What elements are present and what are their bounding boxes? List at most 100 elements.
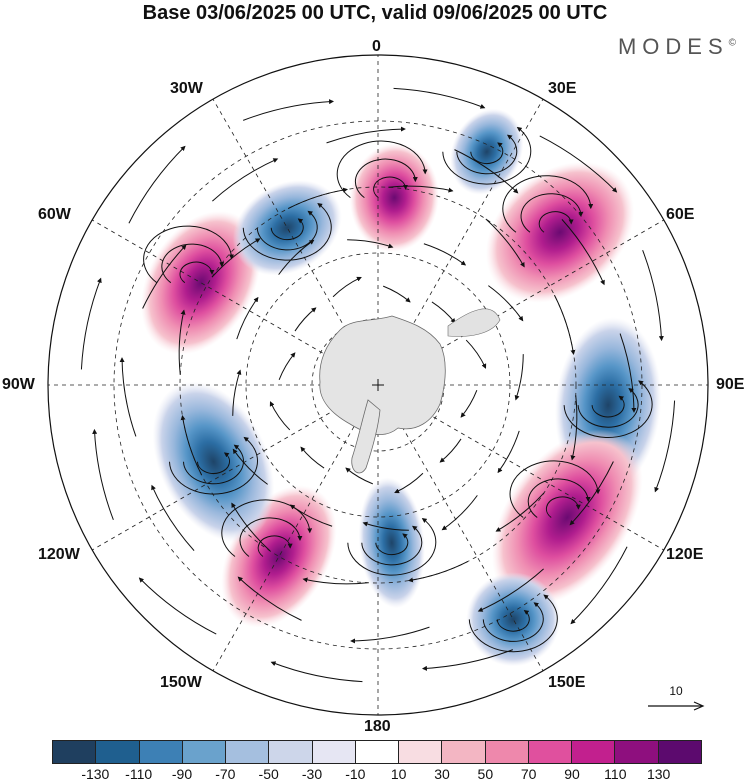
colorbar-cell [528, 741, 573, 763]
zonal-streamline [232, 448, 268, 485]
zonal-streamline [454, 149, 519, 194]
colorbar-tick-label: -10 [345, 766, 366, 782]
colorbar-tick-label: -70 [215, 766, 236, 782]
zonal-streamline [180, 414, 203, 476]
zonal-streamline [332, 276, 362, 298]
zonal-streamline [151, 484, 195, 551]
zonal-streamline [287, 187, 349, 210]
swirl-streamline [239, 517, 303, 557]
colorbar-tick-label: 50 [477, 766, 494, 782]
lon-label-60e: 60E [666, 206, 695, 223]
zonal-streamline [460, 389, 478, 418]
colorbar-cell [572, 741, 616, 763]
zonal-streamline [142, 244, 187, 309]
meridian-line [92, 384, 379, 551]
lon-label-60w: 60W [38, 206, 71, 223]
negative-anomaly-center [232, 180, 342, 276]
coast-fragment [447, 308, 501, 337]
colorbar-tick-label: 90 [564, 766, 580, 782]
reference-arrow-icon [648, 701, 705, 711]
wind-streamlines [80, 87, 676, 683]
zonal-streamline [80, 277, 102, 370]
reference-vector-label: 10 [669, 684, 683, 698]
lon-label-90e: 90E [716, 376, 745, 393]
swirl-streamline [256, 210, 318, 251]
swirl-streamline [197, 452, 230, 474]
meridian-line [377, 99, 544, 386]
zonal-streamline [294, 307, 317, 332]
zonal-streamline [485, 218, 525, 268]
swirl-streamline [538, 211, 574, 233]
meridian-line [377, 219, 664, 386]
negative-anomaly-center [450, 108, 524, 195]
colorbar-tick-label: -130 [81, 766, 110, 782]
lon-label-30w: 30W [170, 80, 203, 97]
colorbar-cell [226, 741, 270, 763]
colorbar [52, 740, 702, 764]
meridian-line [212, 384, 379, 671]
zonal-streamline [423, 243, 467, 266]
meridian-line [377, 384, 544, 671]
swirl-streamline [470, 142, 504, 164]
positive-anomaly-center [141, 210, 261, 355]
zonal-streamline [407, 560, 469, 583]
swirl-streamline [169, 436, 258, 495]
brand-name: MODES [617, 34, 729, 59]
colorbar-tick-label: 110 [604, 766, 627, 782]
colorbar-tick-label: 10 [390, 766, 407, 782]
colorbar-cell [96, 741, 140, 763]
zonal-streamline [388, 185, 454, 193]
colorbar-cell [355, 741, 400, 763]
negative-anomaly-center [466, 572, 561, 667]
brand-logo: MODES© [618, 34, 736, 60]
zonal-streamline [654, 400, 676, 493]
zonal-streamline [488, 285, 524, 322]
zonal-streamline [128, 145, 186, 224]
zonal-streamline [561, 219, 605, 286]
lon-label-90w: 90W [2, 376, 35, 393]
zonal-streamline [477, 568, 544, 612]
zonal-streamline [302, 577, 368, 585]
zonal-streamline [138, 577, 217, 635]
colorbar-cell [485, 741, 529, 763]
reference-vector: 10 [646, 684, 706, 714]
zonal-streamline [345, 467, 374, 485]
swirl-streamline [496, 609, 530, 632]
colorbar-tick-label: 30 [434, 766, 450, 782]
swirl-streamline [257, 535, 293, 557]
swirl-streamline [373, 176, 408, 199]
zonal-streamline [421, 649, 514, 671]
zonal-streamline [619, 333, 637, 413]
zonal-streamline [569, 461, 614, 526]
colorbar-tick-label: 70 [520, 766, 537, 782]
zonal-streamline [497, 430, 520, 474]
swirl-streamline [183, 444, 244, 485]
meridian-line [92, 219, 379, 386]
colorbar-tick-label: -110 [125, 766, 153, 782]
lon-label-120w: 120W [38, 546, 80, 563]
lon-label-150e: 150E [548, 674, 586, 691]
swirl-streamline [242, 203, 332, 261]
swirl-streamline [577, 388, 639, 428]
colorbar-cell [53, 741, 97, 763]
zonal-streamline [270, 661, 363, 683]
zonal-streamline [347, 239, 394, 249]
colorbar-tick-label: -30 [301, 766, 323, 782]
swirl-streamline [161, 243, 225, 284]
copyright-mark: © [728, 37, 736, 49]
positive-anomaly-center [491, 429, 643, 606]
swirl-streamline [375, 533, 409, 556]
swirl-streamline [482, 602, 544, 642]
map-border [47, 54, 709, 716]
zonal-streamline [642, 249, 664, 342]
zonal-streamline [278, 352, 296, 381]
negative-anomaly-center [358, 477, 425, 609]
positive-anomaly-center [349, 143, 440, 253]
zonal-streamline [570, 546, 628, 625]
zonal-streamline [211, 238, 261, 278]
zonal-streamline [119, 357, 137, 437]
zonal-streamline [495, 492, 545, 532]
colorbar-cell [269, 741, 313, 763]
swirl-streamline [545, 496, 581, 518]
zonal-streamline [553, 294, 576, 356]
